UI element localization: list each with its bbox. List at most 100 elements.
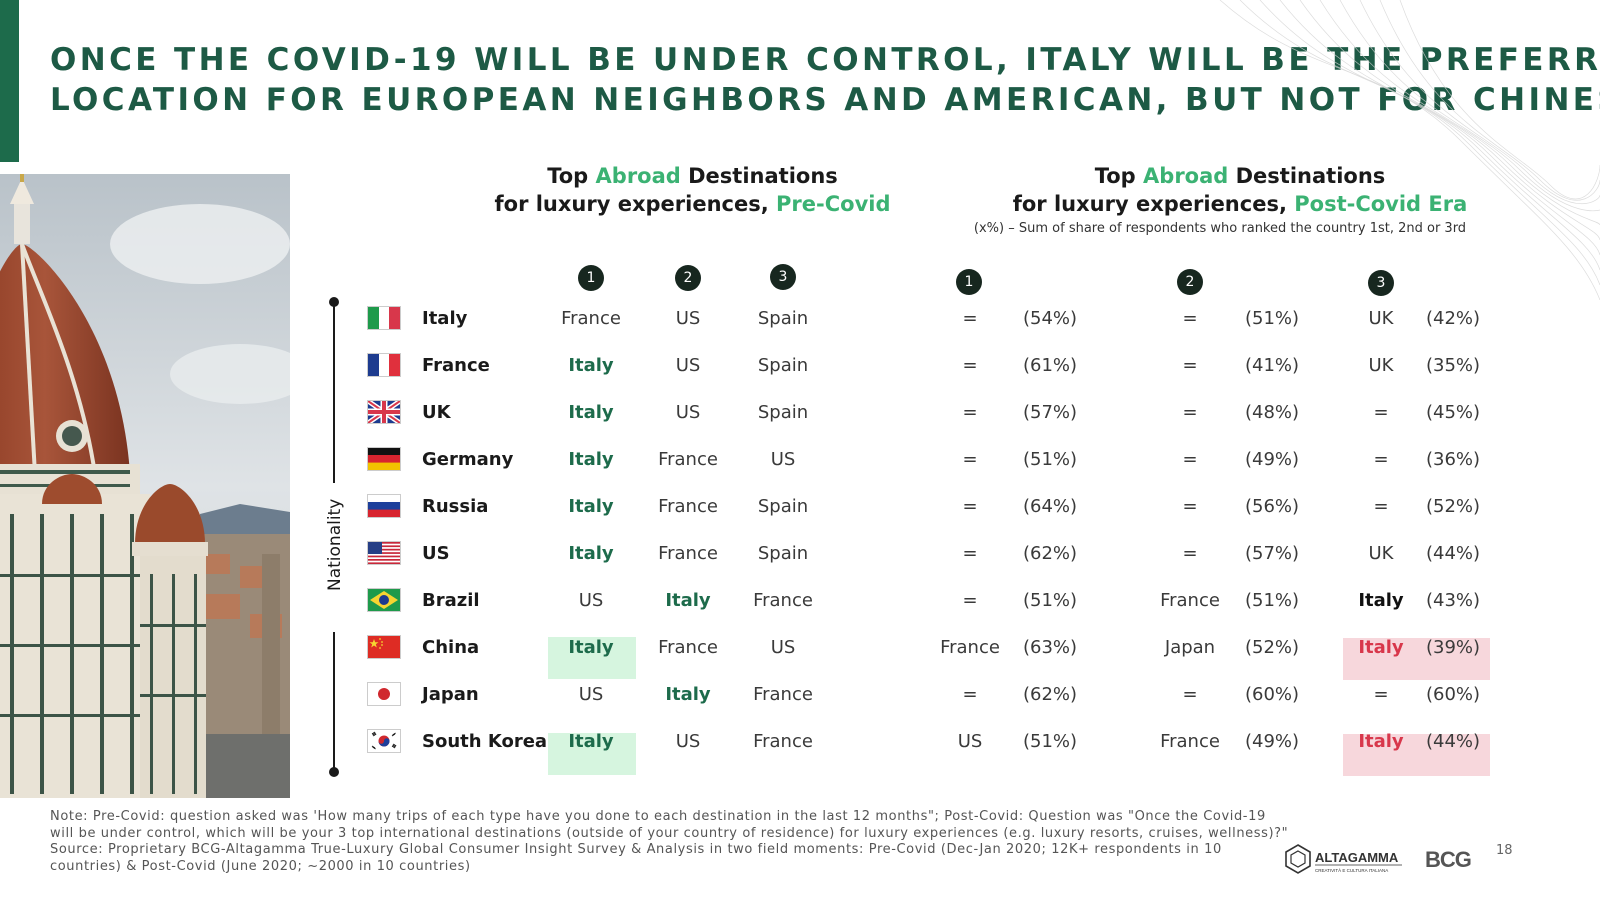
post-covid-rank-2: Japan <box>1164 637 1216 658</box>
france-flag-icon <box>368 354 400 376</box>
pre-covid-rank-1: Italy <box>568 543 614 564</box>
post-covid-share-2: (52%) <box>1244 637 1300 658</box>
post-covid-share-3: (60%) <box>1425 684 1481 705</box>
post-covid-share-2: (41%) <box>1244 355 1300 376</box>
pre-covid-rank-3: Spain <box>757 402 809 423</box>
germany-flag-icon <box>368 448 400 470</box>
country-label: Japan <box>422 684 479 705</box>
post-covid-share-3: (44%) <box>1425 543 1481 564</box>
florence-cathedral-image <box>0 174 290 798</box>
post-covid-share-2: (49%) <box>1244 731 1300 752</box>
pre-header-highlight: Abroad <box>595 164 681 188</box>
china-post-italy-highlight <box>1343 638 1490 680</box>
post-covid-rank-3: = <box>1373 496 1389 517</box>
japan-flag-icon <box>368 683 400 705</box>
pre-covid-rank-1: Italy <box>568 449 614 470</box>
pre-covid-rank-1: US <box>578 590 604 611</box>
pre-covid-rank-2: France <box>658 449 718 470</box>
pre-covid-rank-3: France <box>753 590 813 611</box>
pre-covid-rank-3: France <box>753 684 813 705</box>
post-covid-share-1: (62%) <box>1022 543 1078 564</box>
post-covid-rank-1: = <box>962 590 978 611</box>
pre-covid-rank-1: US <box>578 684 604 705</box>
country-label: US <box>422 543 450 564</box>
post-covid-rank-2: France <box>1160 590 1220 611</box>
south-korea-flag-icon <box>368 730 400 752</box>
post-header-text: Top <box>1094 164 1144 188</box>
post-covid-share-3: (36%) <box>1425 449 1481 470</box>
pre-covid-rank-3: Spain <box>757 355 809 376</box>
pre-covid-rank-3: Spain <box>757 308 809 329</box>
pre-covid-rank-2: France <box>658 496 718 517</box>
country-label: Brazil <box>422 590 480 611</box>
post-covid-share-2: (49%) <box>1244 449 1300 470</box>
pre-covid-rank-1: Italy <box>568 637 614 658</box>
post-covid-rank-3: UK <box>1368 355 1394 376</box>
footnote-line-3: Source: Proprietary BCG-Altagamma True-L… <box>50 842 1222 857</box>
pre-covid-rank-2: US <box>675 402 701 423</box>
post-covid-share-2: (48%) <box>1244 402 1300 423</box>
table-row: Brazil US Italy France = (51%) France (51%) Ital… <box>0 579 1600 623</box>
post-covid-rank-2: = <box>1182 684 1198 705</box>
china-italy-highlight <box>548 637 636 679</box>
russia-flag-icon <box>368 495 400 517</box>
post-covid-rank-1: = <box>962 543 978 564</box>
post-covid-share-2: (57%) <box>1244 543 1300 564</box>
bcg-wordmark: BCG <box>1425 847 1471 872</box>
pre-covid-rank-1: Italy <box>568 355 614 376</box>
post-header-text-3: for luxury experiences, <box>1012 192 1295 216</box>
bcg-logo: BCG <box>1425 847 1472 872</box>
china-flag-icon <box>368 636 400 658</box>
country-label: France <box>422 355 490 376</box>
country-label: Russia <box>422 496 489 517</box>
post-covid-rank-3: = <box>1373 402 1389 423</box>
post-covid-rank-3: Italy <box>1358 590 1404 611</box>
post-covid-share-3: (45%) <box>1425 402 1481 423</box>
table-row: Germany Italy France US = (51%) = (49%) = (36%) <box>0 438 1600 482</box>
south-korea-italy-highlight <box>548 733 636 775</box>
post-covid-share-3: (44%) <box>1425 731 1481 752</box>
pre-header-text-2: Destinations <box>680 164 838 188</box>
pre-covid-rank-2: France <box>658 637 718 658</box>
footnote: Note: Pre-Covid: question asked was 'How… <box>50 809 1300 875</box>
pre-covid-rank-2: US <box>675 731 701 752</box>
post-covid-rank-2: = <box>1182 308 1198 329</box>
pre-header-text-3: for luxury experiences, <box>494 192 777 216</box>
pre-covid-rank-3: Spain <box>757 496 809 517</box>
post-covid-header: Top Abroad Destinations for luxury exper… <box>990 162 1490 218</box>
footnote-line-1: Note: Pre-Covid: question asked was 'How… <box>50 809 1266 824</box>
pre-rank-1-badge: 1 <box>578 265 604 291</box>
pre-covid-rank-2: France <box>658 543 718 564</box>
pre-covid-rank-2: US <box>675 308 701 329</box>
pre-covid-header: Top Abroad Destinations for luxury exper… <box>465 162 920 218</box>
table-row: Italy France US Spain = (54%) = (51%) UK (42%) <box>0 297 1600 341</box>
post-covid-rank-1: = <box>962 684 978 705</box>
post-covid-share-1: (61%) <box>1022 355 1078 376</box>
post-covid-share-3: (39%) <box>1425 637 1481 658</box>
post-covid-rank-3: Italy <box>1358 731 1404 752</box>
pre-header-text: Top <box>547 164 596 188</box>
post-covid-rank-1: = <box>962 402 978 423</box>
country-label: Germany <box>422 449 514 470</box>
pre-covid-rank-1: France <box>561 308 621 329</box>
post-rank-2-badge: 2 <box>1177 269 1203 295</box>
country-label: China <box>422 637 480 658</box>
post-header-text-2: Destinations <box>1228 164 1386 188</box>
page-number: 18 <box>1496 843 1513 858</box>
post-header-period: Post-Covid Era <box>1294 192 1468 216</box>
post-covid-rank-1: = <box>962 355 978 376</box>
altagamma-tagline: CREATIVITÀ E CULTURA ITALIANA <box>1315 867 1388 873</box>
pre-covid-rank-2: Italy <box>665 590 711 611</box>
table-row: South Korea Italy US France US (51%) France (49… <box>0 720 1600 764</box>
pre-rank-2-badge: 2 <box>675 265 701 291</box>
post-covid-rank-2: = <box>1182 543 1198 564</box>
table-row: Japan US Italy France = (62%) = (60%) = (60%) <box>0 673 1600 717</box>
decorative-wave <box>1219 0 1600 300</box>
table-row: China Italy France US France (63%) Japan (52%) I… <box>0 626 1600 670</box>
brazil-flag-icon <box>368 589 400 611</box>
post-covid-share-1: (51%) <box>1022 449 1078 470</box>
post-covid-rank-3: UK <box>1368 543 1394 564</box>
post-covid-rank-2: = <box>1182 496 1198 517</box>
post-covid-share-1: (64%) <box>1022 496 1078 517</box>
table-row: UK Italy US Spain = (57%) = (48%) = (45%) <box>0 391 1600 435</box>
